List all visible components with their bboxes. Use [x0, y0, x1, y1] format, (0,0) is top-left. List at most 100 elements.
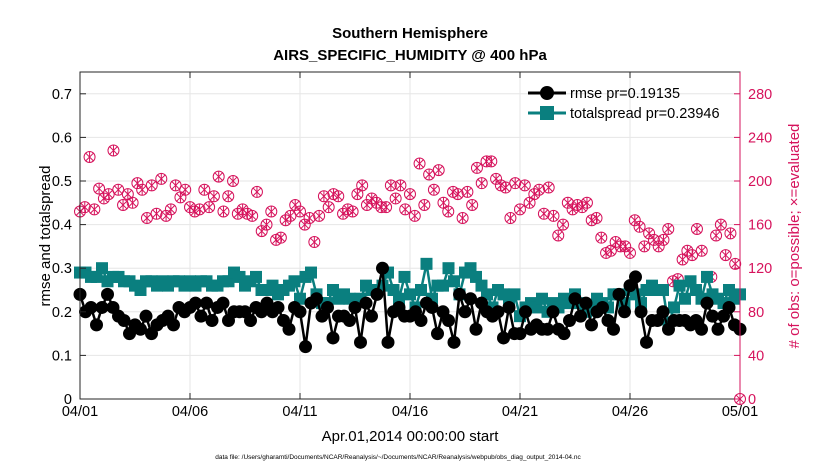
rmse-point: [502, 300, 516, 314]
rmse-point: [205, 314, 219, 328]
totalspread-point: [448, 275, 460, 288]
rmse-point: [431, 327, 444, 341]
totalspread-point: [701, 270, 713, 283]
rmse-point: [458, 305, 472, 319]
rmse-point: [519, 305, 532, 319]
x-tick-label: 04/21: [502, 404, 538, 420]
chart-title-line2: AIRS_SPECIFIC_HUMIDITY @ 400 hPa: [273, 47, 547, 64]
rmse-point: [700, 296, 714, 310]
rmse-point: [101, 287, 114, 301]
y-axis-label: rmse and totalspread: [37, 166, 54, 307]
totalspread-point: [508, 288, 521, 301]
legend-item-totalspread: totalspread pr=0.23946: [528, 106, 720, 122]
rmse-point: [612, 287, 626, 301]
plot-area: [73, 71, 747, 405]
rmse-point: [310, 292, 323, 306]
rmse-point: [414, 314, 428, 328]
rmse-point: [90, 318, 103, 332]
totalspread-point: [668, 301, 680, 314]
rmse-point: [722, 300, 736, 314]
totalspread-point: [305, 266, 317, 279]
totalspread-point: [679, 292, 691, 305]
totalspread-point: [404, 288, 416, 301]
rmse-point: [216, 296, 230, 310]
rmse-point: [574, 309, 587, 323]
rmse-point: [497, 331, 510, 345]
rmse-point: [194, 309, 208, 323]
rmse-point: [464, 292, 477, 306]
rmse-point: [293, 305, 307, 319]
y-tick-label: 0.2: [52, 305, 72, 321]
data-file-footnote: data file: /Users/gharamti/Documents/NCA…: [215, 454, 581, 461]
y-tick-label: 0.6: [52, 130, 72, 146]
rmse-point: [618, 305, 631, 319]
totalspread-point: [437, 279, 449, 292]
rmse-point: [541, 322, 554, 336]
rmse-point: [711, 322, 725, 336]
y-tick-label: 0.5: [52, 174, 72, 190]
y2-tick-label: 200: [748, 174, 772, 190]
rmse-point: [469, 322, 483, 336]
rmse-point: [376, 261, 389, 275]
totalspread-point: [96, 262, 108, 275]
legend-rmse-label: rmse pr=0.19135: [570, 86, 680, 102]
rmse-point: [442, 314, 455, 328]
rmse-point: [365, 309, 378, 323]
rmse-point: [453, 287, 466, 301]
y-tick-label: 0.1: [52, 348, 72, 364]
x-tick-label: 04/11: [282, 404, 317, 420]
legend-item-rmse: rmse pr=0.19135: [528, 86, 680, 102]
rmse-point: [134, 322, 147, 336]
y2-tick-label: 240: [748, 130, 772, 146]
rmse-point: [359, 296, 373, 310]
rmse-point: [299, 340, 312, 354]
rmse-point: [585, 318, 598, 332]
x-tick-label: 04/06: [172, 404, 208, 420]
rmse-point: [139, 309, 153, 323]
rmse-point: [343, 314, 356, 328]
totalspread-point: [415, 284, 427, 296]
rmse-point: [656, 305, 670, 319]
rmse-point: [706, 309, 719, 323]
rmse-point: [513, 327, 527, 341]
rmse-point: [271, 300, 285, 314]
rmse-point: [568, 292, 582, 306]
rmse-point: [579, 296, 593, 310]
x-tick-label: 04/16: [392, 404, 428, 420]
rmse-point: [695, 322, 708, 336]
chart-title-line1: Southern Hemisphere: [332, 25, 488, 42]
rmse-point: [491, 305, 505, 319]
y-tick-label: 0.4: [52, 218, 72, 234]
rmse-point: [348, 300, 362, 314]
rmse-point: [546, 305, 560, 319]
y-tick-label: 0: [64, 392, 72, 408]
rmse-point: [370, 287, 384, 301]
totalspread-point: [420, 257, 433, 270]
y-tick-label: 0.3: [52, 261, 72, 277]
rmse-point: [381, 335, 395, 349]
totalspread-point: [398, 270, 411, 283]
y2-tick-labels: 0 40 80 120 160 200 240 280: [748, 87, 772, 408]
legend-totalspread-label: totalspread pr=0.23946: [570, 106, 720, 122]
y2-tick-label: 40: [748, 348, 764, 364]
rmse-point: [167, 318, 180, 332]
y2-tick-label: 0: [748, 392, 756, 408]
rmse-point: [282, 322, 296, 336]
x-tick-label: 05/01: [722, 404, 758, 420]
rmse-point: [117, 314, 131, 328]
rmse-point: [596, 300, 609, 314]
x-tick-labels: 04/01 04/06 04/11 04/16 04/21 04/26 05/01: [62, 404, 758, 420]
rmse-point: [557, 327, 571, 341]
rmse-point: [244, 314, 257, 328]
x-tick-label: 04/01: [62, 404, 98, 420]
totalspread-point: [442, 262, 455, 275]
rmse-point: [95, 300, 109, 314]
totalspread-point: [536, 292, 548, 305]
rmse-point: [354, 335, 367, 349]
y2-tick-label: 80: [748, 305, 764, 321]
legend-rmse-marker: [540, 86, 554, 100]
rmse-point: [447, 335, 461, 349]
rmse-point: [607, 322, 620, 336]
totalspread-point: [673, 279, 686, 292]
